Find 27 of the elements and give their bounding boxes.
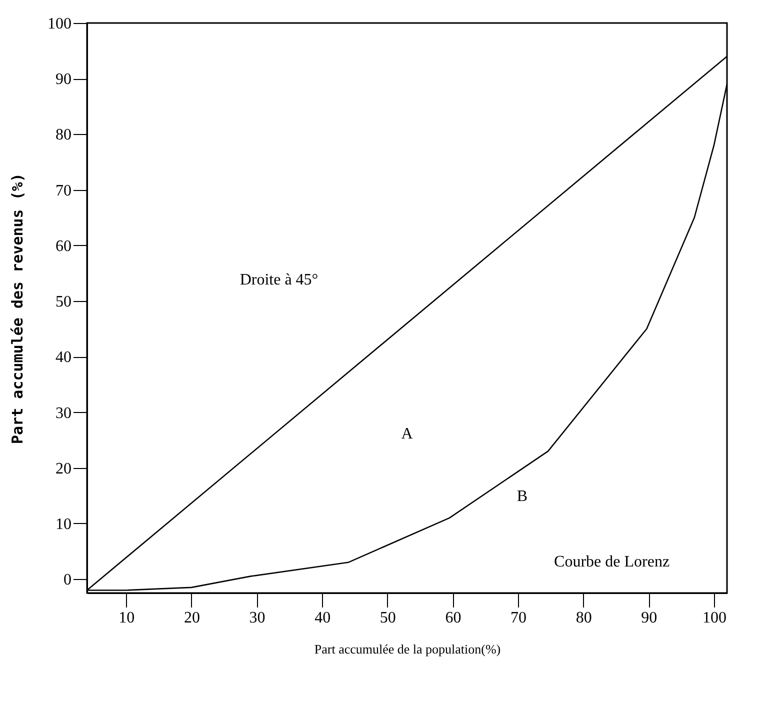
annotation: B — [516, 488, 528, 506]
x-tick-label: 60 — [445, 610, 462, 626]
y-tick-label: 90 — [56, 71, 72, 88]
x-axis-title: Part accumulée de la population(%) — [314, 642, 501, 656]
y-tick-label: 40 — [56, 349, 72, 366]
y-tick-label: 80 — [56, 126, 72, 144]
x-tick-label: 20 — [184, 610, 200, 626]
x-tick-label: 50 — [380, 610, 396, 626]
y-tick-label: 10 — [56, 516, 72, 533]
y-tick-label: 30 — [56, 404, 72, 422]
y-tick-label: 20 — [56, 460, 72, 478]
annotation: A — [401, 425, 414, 442]
y-tick-label: 60 — [56, 238, 72, 255]
annotation: Droite à 45° — [240, 272, 318, 288]
x-tick-label: 90 — [641, 610, 658, 626]
annotation: Courbe de Lorenz — [554, 554, 670, 571]
x-tick-label: 100 — [702, 610, 726, 626]
x-tick-label: 40 — [314, 610, 331, 626]
x-tick-label: 70 — [510, 610, 527, 626]
y-tick-label: 70 — [56, 182, 72, 200]
x-tick-label: 30 — [249, 610, 266, 626]
y-axis-title: Part accumulée des revenus (%) — [8, 173, 26, 444]
y-tick-label: 50 — [56, 294, 72, 311]
x-tick-label: 10 — [118, 610, 135, 626]
y-tick-label: 100 — [48, 16, 72, 32]
x-tick-label: 80 — [576, 610, 592, 626]
y-tick-label: 0 — [64, 572, 72, 589]
